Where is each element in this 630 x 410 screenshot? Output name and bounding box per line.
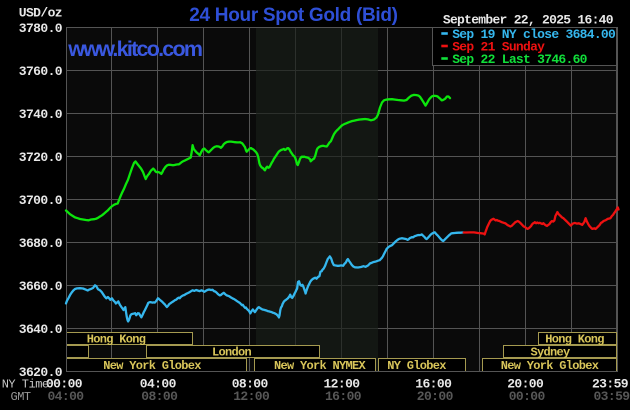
svg-text:London: London: [212, 346, 252, 360]
svg-text:04:00: 04:00: [47, 389, 84, 404]
svg-text:08:00: 08:00: [232, 376, 269, 391]
svg-text:New York NYMEX: New York NYMEX: [274, 359, 367, 373]
svg-text:20:00: 20:00: [417, 389, 454, 404]
svg-text:08:00: 08:00: [141, 389, 178, 404]
svg-text:03:59: 03:59: [593, 389, 630, 404]
svg-text:New York Globex: New York Globex: [103, 359, 201, 373]
svg-text:Hong Kong: Hong Kong: [545, 333, 604, 347]
svg-text:USD/oz: USD/oz: [19, 6, 62, 21]
svg-text:Sep 21 Sunday: Sep 21 Sunday: [452, 40, 545, 55]
svg-text:04:00: 04:00: [140, 376, 177, 391]
svg-text:16:00: 16:00: [325, 389, 362, 404]
svg-text:3720.0: 3720.0: [19, 150, 63, 165]
svg-text:NY Time: NY Time: [2, 377, 49, 391]
svg-text:16:00: 16:00: [415, 376, 452, 391]
svg-text:GMT: GMT: [11, 390, 31, 404]
svg-text:3700.0: 3700.0: [19, 193, 63, 208]
svg-text:Sep 19 NY close 3684.00: Sep 19 NY close 3684.00: [452, 27, 616, 42]
svg-text:September 22, 2025 16:40: September 22, 2025 16:40: [443, 12, 614, 27]
svg-text:3660.0: 3660.0: [19, 279, 63, 294]
svg-text:00:00: 00:00: [509, 389, 546, 404]
svg-text:Hong Kong: Hong Kong: [87, 333, 146, 347]
svg-text:Sydney: Sydney: [530, 346, 570, 360]
svg-text:00:00: 00:00: [46, 376, 83, 391]
svg-text:Sep 22 Last 3746.60: Sep 22 Last 3746.60: [452, 52, 587, 67]
svg-text:NY Globex: NY Globex: [387, 359, 446, 373]
svg-text:3740.0: 3740.0: [19, 107, 63, 122]
svg-text:www.kitco.com: www.kitco.com: [67, 37, 202, 61]
svg-text:12:00: 12:00: [323, 376, 360, 391]
svg-text:23:59: 23:59: [592, 376, 629, 391]
svg-text:20:00: 20:00: [507, 376, 544, 391]
svg-text:3780.0: 3780.0: [19, 21, 63, 36]
svg-text:New York Globex: New York Globex: [501, 359, 599, 373]
svg-text:12:00: 12:00: [233, 389, 270, 404]
svg-text:3680.0: 3680.0: [19, 236, 63, 251]
svg-text:3640.0: 3640.0: [19, 322, 63, 337]
svg-text:24 Hour Spot Gold (Bid): 24 Hour Spot Gold (Bid): [189, 5, 397, 26]
svg-text:3760.0: 3760.0: [19, 64, 63, 79]
svg-text:3620.0: 3620.0: [19, 365, 63, 380]
